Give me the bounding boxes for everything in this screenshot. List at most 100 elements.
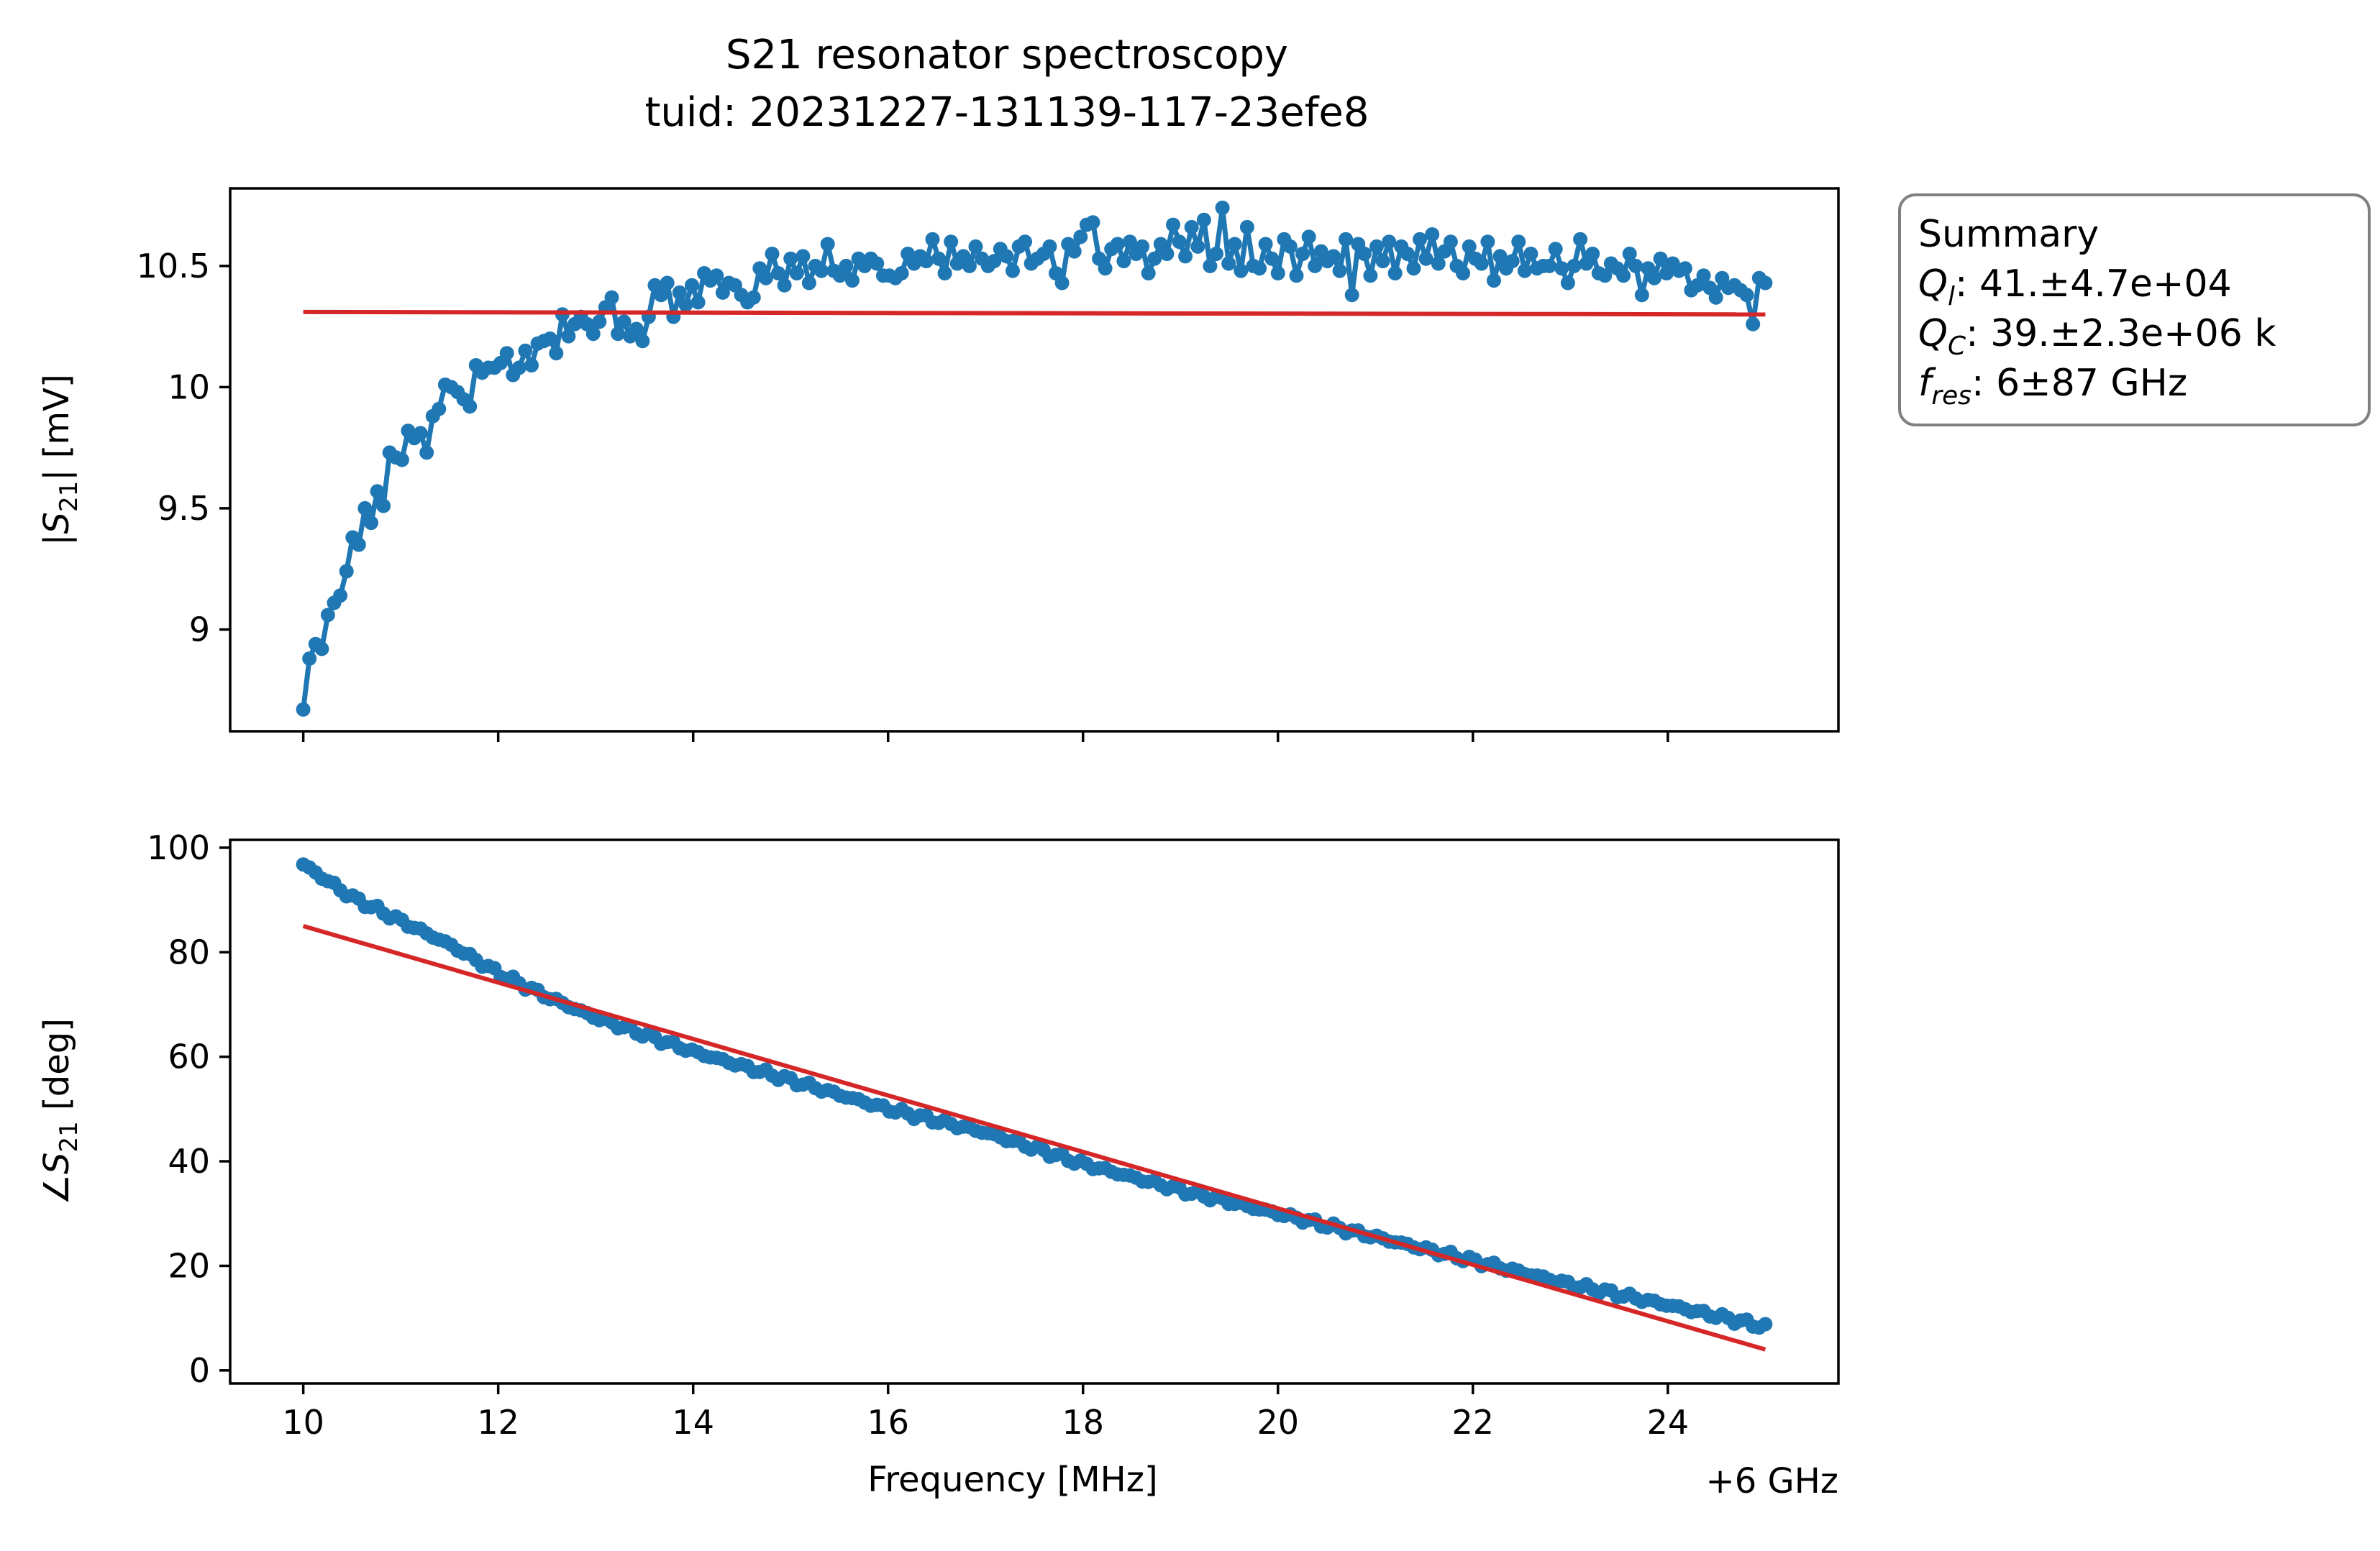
data-point xyxy=(592,314,607,329)
data-point xyxy=(542,331,557,346)
data-point xyxy=(1746,316,1761,331)
data-point xyxy=(968,239,983,254)
data-point xyxy=(1172,234,1187,250)
data-point xyxy=(1523,247,1538,261)
summary-ql: Ql: 41.±4.7e+04 xyxy=(1918,262,2232,311)
data-point xyxy=(1628,258,1643,273)
x-tick-label: 14 xyxy=(672,1403,714,1442)
data-point xyxy=(1634,288,1649,303)
data-point xyxy=(765,247,780,261)
data-point xyxy=(1239,219,1254,234)
y-tick-label: 20 xyxy=(168,1246,210,1285)
data-point xyxy=(1375,254,1390,269)
data-point xyxy=(1677,261,1692,276)
data-point xyxy=(394,452,409,467)
data-point xyxy=(820,237,835,252)
data-point xyxy=(1258,237,1273,252)
data-point xyxy=(1487,273,1501,288)
data-point xyxy=(1054,275,1070,290)
data-point xyxy=(1653,251,1668,266)
data-point xyxy=(1400,247,1415,261)
data-point xyxy=(654,288,669,303)
data-point xyxy=(894,266,909,280)
data-point xyxy=(1006,263,1020,278)
data-point xyxy=(635,334,650,349)
data-point xyxy=(413,426,428,441)
data-point xyxy=(549,346,564,361)
data-point xyxy=(690,295,706,310)
data-point xyxy=(1560,275,1575,290)
data-point xyxy=(1758,1317,1773,1332)
data-point xyxy=(611,326,626,342)
data-point xyxy=(839,258,854,273)
data-point xyxy=(561,329,576,344)
data-point xyxy=(1456,266,1471,280)
data-point xyxy=(771,266,786,280)
data-point xyxy=(1067,244,1082,259)
data-point xyxy=(660,275,675,290)
data-point xyxy=(370,484,385,499)
data-point xyxy=(1209,247,1223,261)
data-point xyxy=(931,251,947,266)
data-point xyxy=(1573,232,1588,247)
data-point xyxy=(1295,247,1310,261)
data-point xyxy=(1339,232,1354,247)
data-point xyxy=(604,290,619,305)
data-point xyxy=(999,249,1014,264)
data-point xyxy=(499,346,514,361)
y-tick-label: 100 xyxy=(147,828,210,867)
data-point xyxy=(1616,268,1631,283)
data-point xyxy=(758,270,773,285)
data-point xyxy=(1622,247,1637,261)
data-point xyxy=(1190,239,1205,254)
data-point xyxy=(1474,256,1489,271)
data-point xyxy=(376,498,391,513)
data-point xyxy=(1018,234,1033,250)
data-point xyxy=(1252,261,1267,276)
data-point xyxy=(296,702,311,717)
bottom-series xyxy=(296,857,1773,1352)
data-point xyxy=(783,251,798,266)
data-line xyxy=(301,205,1767,710)
chart-subtitle: tuid: 20231227-131139-117-23efe8 xyxy=(644,89,1369,136)
data-point xyxy=(1492,249,1508,264)
data-point xyxy=(302,651,317,666)
bottom-y-axis-label: ∠S21 [deg] xyxy=(37,1018,83,1205)
summary-heading: Summary xyxy=(1918,213,2099,256)
x-tick-label: 20 xyxy=(1257,1403,1300,1442)
data-point xyxy=(1289,268,1304,283)
data-point xyxy=(1159,247,1175,261)
data-point xyxy=(351,537,366,552)
data-point xyxy=(364,516,378,531)
data-point xyxy=(419,445,434,460)
x-tick-label: 18 xyxy=(1062,1403,1104,1442)
data-point xyxy=(1542,258,1557,273)
data-point xyxy=(685,278,699,293)
data-point xyxy=(987,254,1002,269)
top-y-axis-label: |S21| [mV] xyxy=(37,374,83,545)
y-tick-label: 9 xyxy=(189,610,210,649)
data-point xyxy=(1708,290,1723,305)
magnitude-panel: 9 9.5 10 10.5 |S21| [mV] xyxy=(37,187,1840,742)
y-tick-label: 10.5 xyxy=(137,247,210,285)
data-point xyxy=(1166,217,1180,232)
data-point xyxy=(511,360,526,375)
data-point xyxy=(1554,261,1569,276)
data-point xyxy=(432,401,447,416)
data-point xyxy=(1098,261,1113,276)
data-point xyxy=(585,326,601,342)
data-point xyxy=(357,500,373,516)
data-point xyxy=(795,249,811,264)
data-point xyxy=(746,290,761,305)
data-point xyxy=(1116,254,1131,269)
data-point xyxy=(1425,227,1440,242)
data-point xyxy=(1270,266,1285,280)
data-point xyxy=(1344,288,1359,303)
data-point xyxy=(1141,266,1156,280)
data-point xyxy=(918,254,934,269)
data-point xyxy=(1308,258,1323,273)
data-point xyxy=(1567,258,1582,273)
fit-line xyxy=(303,309,1766,317)
data-point xyxy=(1585,247,1600,261)
